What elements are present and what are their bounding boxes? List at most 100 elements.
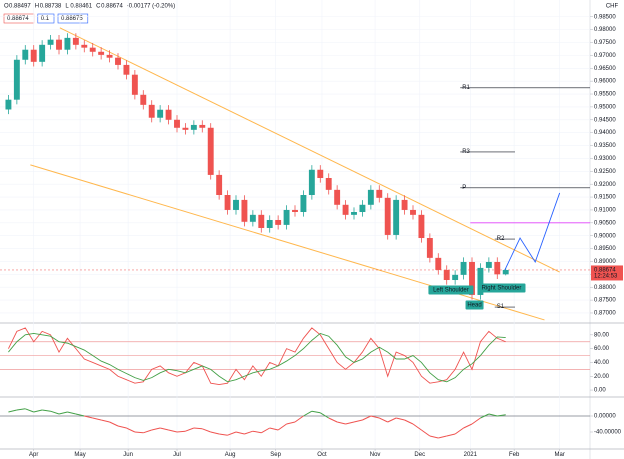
annotation: Left Shoulder (428, 285, 474, 295)
y-tick-label: 0.96000 (594, 79, 616, 85)
y-tick-label: 60.00 (594, 346, 610, 352)
x-tick-label: 2021 (464, 452, 478, 458)
y-tick-label: 0.88000 (594, 285, 616, 291)
candle-body (13, 59, 20, 100)
header-box-label: 0.88675 (61, 16, 83, 22)
candle-body (81, 44, 88, 48)
momentum-segment (345, 421, 355, 425)
momentum-segment (497, 414, 506, 417)
candle-body (275, 219, 282, 225)
header-value: 0.88497 (9, 4, 31, 10)
pivot-label: R2 (497, 236, 505, 242)
momentum-segment (33, 409, 43, 413)
candle-body (115, 57, 121, 65)
x-tick-label: Aug (225, 452, 236, 458)
momentum-segment (480, 413, 490, 419)
momentum-segment (488, 413, 498, 417)
momentum-segment (320, 412, 329, 419)
momentum-segment (185, 427, 195, 432)
candle-body (410, 209, 416, 215)
y-tick-label: 0.95500 (594, 92, 616, 98)
header-box-label: 0.1 (41, 16, 50, 22)
candle-body (460, 261, 467, 275)
pivot-label: R1 (462, 85, 470, 91)
x-tick-label: Feb (509, 452, 520, 458)
pivot-label: P (462, 185, 466, 191)
momentum-segment (75, 413, 85, 417)
annotation-box (465, 300, 484, 310)
x-tick-label: Sep (270, 452, 281, 458)
candle-body (233, 199, 239, 210)
x-tick-label: May (74, 452, 85, 458)
y-tick-label: 0.98000 (594, 27, 616, 33)
momentum-segment (379, 417, 388, 423)
y-tick-label: 0.91500 (594, 195, 616, 201)
y-tick-label: 0.94000 (594, 130, 616, 136)
momentum-segment (126, 427, 136, 433)
candle-body (452, 274, 459, 281)
header-box (57, 13, 89, 24)
candle-body (384, 197, 391, 235)
candle-body (174, 119, 180, 128)
last-price-box (591, 265, 623, 281)
y-tick-label: -40.00000 (594, 430, 622, 436)
momentum-segment (134, 431, 144, 434)
y-tick-label: 0.89500 (594, 246, 616, 252)
x-tick-label: Apr (29, 452, 38, 458)
candle-body (443, 269, 450, 281)
momentum-segment (219, 433, 228, 436)
candle-body (317, 169, 324, 179)
y-tick-label: 0.87500 (594, 298, 616, 304)
y-tick-label: 0.94500 (594, 117, 616, 123)
candle-body (300, 195, 307, 213)
momentum-segment (176, 430, 186, 433)
candle-body (140, 94, 147, 105)
candle-body (485, 261, 492, 268)
annotation: Right Shoulder (477, 283, 526, 293)
y-tick-label: 0.92000 (594, 182, 616, 188)
candle-body (502, 269, 509, 275)
candle-body (131, 74, 138, 95)
candle-body (190, 124, 197, 130)
header-box (37, 13, 55, 24)
candle-body (292, 209, 298, 213)
header-box-label: 0.88674 (7, 16, 29, 22)
candle-body (216, 174, 223, 196)
y-tick-label: 0.95000 (594, 104, 616, 110)
momentum-segment (227, 431, 237, 436)
candle-body (30, 49, 37, 62)
momentum-segment (50, 410, 60, 415)
y-tick-label: 0.98500 (594, 14, 616, 20)
momentum-segment (84, 415, 93, 419)
candle-body (418, 214, 425, 239)
candle-body (426, 238, 433, 258)
candle-body (494, 261, 501, 275)
candle-body (469, 261, 475, 295)
candle-body (157, 109, 164, 118)
momentum-segment (412, 423, 422, 431)
candle-body (5, 99, 12, 110)
y-tick-label: 0.00000 (594, 414, 616, 420)
momentum-segment (362, 415, 372, 421)
candle-body (47, 39, 54, 45)
y-tick-label: 0.90000 (594, 233, 616, 239)
momentum-segment (210, 431, 220, 435)
pivot-label: S1 (497, 304, 505, 310)
candle-body (106, 54, 113, 58)
momentum-segment (160, 427, 169, 431)
candle-body (182, 127, 189, 130)
momentum-segment (58, 411, 68, 415)
momentum-segment (353, 419, 363, 423)
x-tick-label: Mar (554, 452, 564, 458)
y-tick-label: 40.00 (594, 360, 610, 366)
annotation-box (428, 285, 474, 295)
header-value: -0.00177 (-0.20%) (127, 4, 175, 10)
annotation-label: Left Shoulder (433, 288, 469, 294)
momentum-segment (42, 409, 51, 412)
header-key: C (96, 4, 101, 10)
momentum-segment (429, 435, 439, 439)
y-tick-label: 20.00 (594, 374, 610, 380)
candle-body (22, 49, 29, 60)
candle-body (308, 169, 315, 196)
